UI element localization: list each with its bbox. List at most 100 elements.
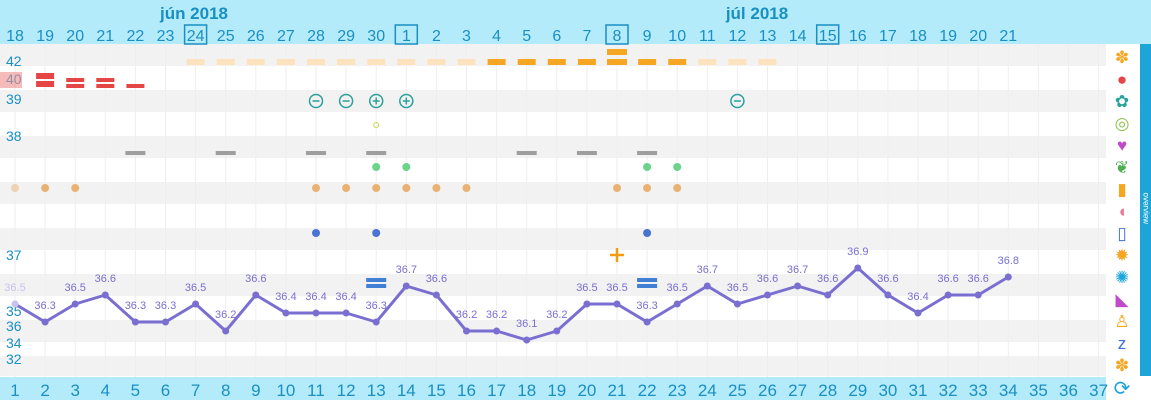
date-label[interactable]: 11 xyxy=(699,28,716,45)
temperature-point[interactable] xyxy=(703,282,711,290)
refresh-icon[interactable]: ⟳ xyxy=(1113,377,1131,400)
temperature-point[interactable] xyxy=(523,336,531,344)
temperature-point[interactable] xyxy=(854,264,862,272)
temperature-point[interactable] xyxy=(192,300,200,308)
flag-icon[interactable]: ◣ xyxy=(1115,289,1129,309)
temperature-point[interactable] xyxy=(824,291,832,299)
cycle-day-label: 5 xyxy=(131,381,140,400)
overview-tab[interactable] xyxy=(1140,44,1151,376)
temperature-point[interactable] xyxy=(342,309,350,317)
date-label[interactable]: 21 xyxy=(999,28,1017,45)
date-label[interactable]: 17 xyxy=(879,28,897,45)
date-label[interactable]: 28 xyxy=(307,28,325,45)
date-label[interactable]: 23 xyxy=(157,28,175,45)
date-label[interactable]: 2 xyxy=(432,28,441,45)
person-icon[interactable]: ♙ xyxy=(1114,311,1130,331)
temperature-point[interactable] xyxy=(914,309,922,317)
temperature-label: 36.4 xyxy=(335,291,356,303)
date-label[interactable]: 21 xyxy=(96,28,114,45)
temperature-point[interactable] xyxy=(583,300,591,308)
date-label[interactable]: 29 xyxy=(337,28,355,45)
overview-tab-label[interactable]: overview xyxy=(1141,192,1151,225)
sun-edit-icon[interactable]: ✹ xyxy=(1114,245,1130,265)
temperature-point[interactable] xyxy=(884,291,892,299)
sparkle-icon[interactable]: ✺ xyxy=(1114,267,1130,287)
temperature-point[interactable] xyxy=(613,300,621,308)
date-label[interactable]: 13 xyxy=(759,28,777,45)
temperature-point[interactable] xyxy=(944,291,952,299)
temperature-point[interactable] xyxy=(643,318,651,326)
gray-dash xyxy=(306,151,326,155)
temperature-point[interactable] xyxy=(101,291,109,299)
tan-dot xyxy=(71,184,80,192)
tan-dot xyxy=(342,184,351,192)
temperature-label: 36.9 xyxy=(847,246,868,258)
temperature-point[interactable] xyxy=(432,291,440,299)
heart-icon[interactable]: ♥ xyxy=(1116,135,1128,155)
temperature-point[interactable] xyxy=(162,318,169,326)
head-icon[interactable]: ◖ xyxy=(1116,201,1128,221)
date-label[interactable]: 6 xyxy=(552,28,561,45)
temperature-point[interactable] xyxy=(252,291,260,299)
date-label[interactable]: 8 xyxy=(613,28,622,45)
y-axis-label: 39 xyxy=(6,91,22,107)
cycle-day-footer xyxy=(0,377,1106,400)
temperature-point[interactable] xyxy=(764,291,771,299)
date-label[interactable]: 18 xyxy=(6,28,24,45)
date-label[interactable]: 20 xyxy=(969,28,987,45)
temperature-point[interactable] xyxy=(463,327,470,335)
date-label[interactable]: 14 xyxy=(789,28,807,45)
date-label[interactable]: 30 xyxy=(367,28,385,45)
temperature-point[interactable] xyxy=(553,327,561,335)
temperature-point[interactable] xyxy=(222,327,230,335)
date-label[interactable]: 1 xyxy=(402,28,411,45)
row-stripe xyxy=(0,356,1106,376)
date-label[interactable]: 19 xyxy=(939,28,957,45)
temperature-point[interactable] xyxy=(974,291,982,299)
date-label[interactable]: 12 xyxy=(729,28,747,45)
leaf-icon[interactable]: ❦ xyxy=(1114,157,1130,177)
temperature-point[interactable] xyxy=(1004,273,1012,281)
date-label[interactable]: 27 xyxy=(277,28,295,45)
temperature-point[interactable] xyxy=(794,282,802,290)
date-label[interactable]: 19 xyxy=(36,28,54,45)
date-label[interactable]: 20 xyxy=(66,28,84,45)
bottle-icon[interactable]: ▮ xyxy=(1117,179,1127,199)
date-label[interactable]: 25 xyxy=(217,28,235,45)
date-label[interactable]: 5 xyxy=(522,28,531,45)
temperature-label: 36.5 xyxy=(185,282,206,294)
temperature-point[interactable] xyxy=(372,318,380,326)
flower-small-icon[interactable]: ✽ xyxy=(1114,355,1130,375)
turtle-icon[interactable]: ✿ xyxy=(1114,91,1130,111)
date-label[interactable]: 3 xyxy=(462,28,471,45)
date-label[interactable]: 7 xyxy=(582,28,591,45)
temperature-point[interactable] xyxy=(493,327,501,335)
date-label[interactable]: 22 xyxy=(127,28,145,45)
date-label[interactable]: 15 xyxy=(819,28,837,45)
temperature-point[interactable] xyxy=(673,300,681,308)
date-label[interactable]: 4 xyxy=(492,28,501,45)
cycle-day-label: 34 xyxy=(999,381,1018,400)
cycle-day-label: 22 xyxy=(638,381,657,400)
document-icon[interactable]: ▯ xyxy=(1117,223,1127,243)
sleep-icon[interactable]: z xyxy=(1117,333,1127,353)
temperature-point[interactable] xyxy=(71,300,79,308)
temperature-point[interactable] xyxy=(11,300,19,308)
temperature-point[interactable] xyxy=(402,282,410,290)
lh-test-icon xyxy=(399,93,414,109)
temperature-point[interactable] xyxy=(131,318,139,326)
date-label[interactable]: 24 xyxy=(187,28,205,45)
date-label[interactable]: 18 xyxy=(909,28,927,45)
date-label[interactable]: 9 xyxy=(643,28,652,45)
temperature-point[interactable] xyxy=(733,300,741,308)
date-label[interactable]: 16 xyxy=(849,28,867,45)
temperature-point[interactable] xyxy=(41,318,49,326)
date-label[interactable]: 26 xyxy=(247,28,265,45)
lh-test-icon xyxy=(308,93,324,109)
temperature-point[interactable] xyxy=(282,309,290,317)
temperature-point[interactable] xyxy=(312,309,320,317)
flower-icon[interactable]: ✽ xyxy=(1114,47,1130,67)
rings-icon[interactable]: ◎ xyxy=(1114,113,1130,133)
date-label[interactable]: 10 xyxy=(668,28,686,45)
drop-icon[interactable]: ● xyxy=(1116,69,1128,89)
